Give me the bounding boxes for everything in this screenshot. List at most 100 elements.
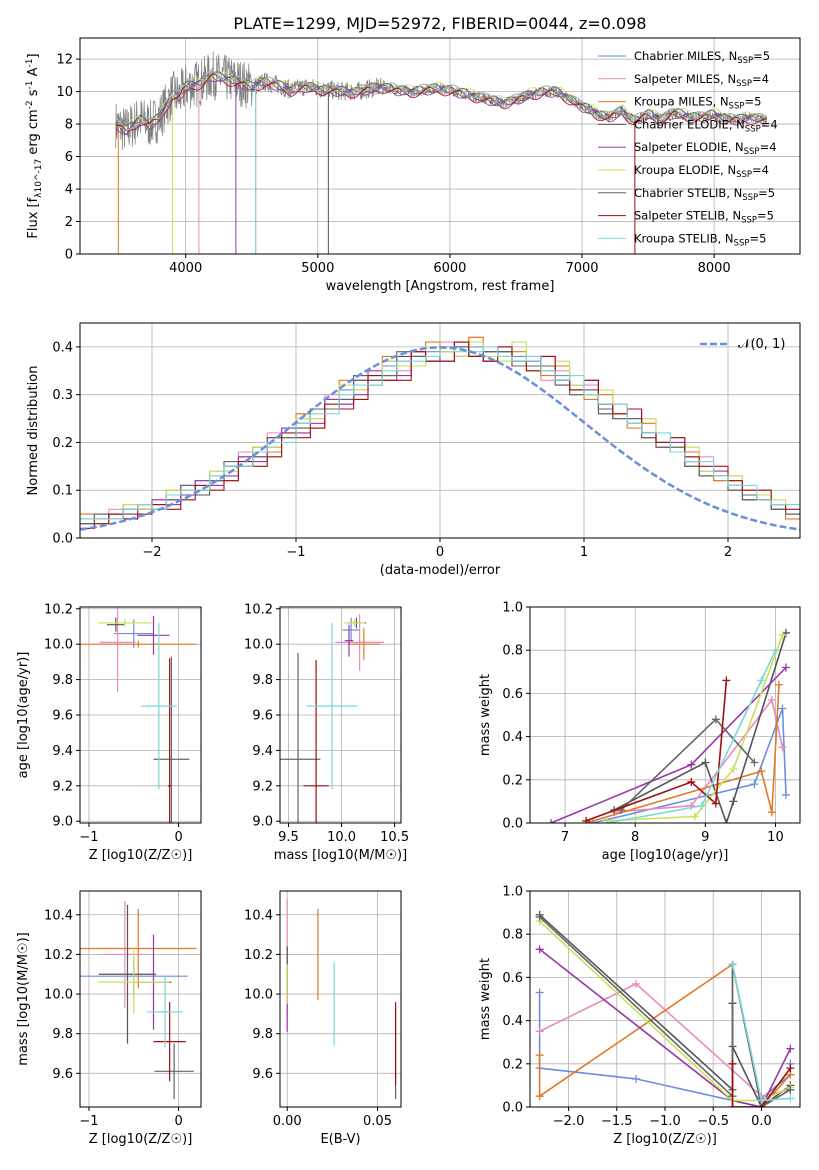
mass-weight-marker [547, 819, 556, 823]
y-tick-label: 9.0 [52, 815, 73, 830]
y-tick-label: 0.2 [52, 436, 73, 451]
label-segment: wavelength [Angstrom, rest frame] [326, 279, 555, 294]
label-segment: -1 [25, 58, 35, 67]
x-tick-label: −1 [286, 545, 305, 560]
x-tick-label: −1 [79, 830, 98, 845]
x-tick-label: 9.5 [278, 830, 299, 845]
y-tick-label: 2 [65, 215, 73, 230]
mass-weight-marker [728, 1059, 737, 1068]
y-tick-label: 10 [56, 85, 73, 100]
label-segment: mass [log10(M/M☉)] [274, 848, 407, 863]
massweight-vs-Z-plot [535, 910, 795, 1107]
legend-entry-count: =4 [761, 117, 778, 131]
y-tick-label: 1.0 [502, 885, 523, 900]
mass-weight-marker [722, 819, 731, 823]
mass-weight-marker [757, 676, 766, 685]
mass-vs-ebv-xlabel: E(B-V) [320, 1132, 360, 1147]
legend-entry-label: Salpeter STELIB, N [634, 209, 741, 223]
mass-weight-marker [722, 676, 731, 685]
legend-entry-label: Chabrier MILES, N [634, 49, 737, 63]
legend-entry-subscript: SSP [742, 193, 758, 203]
model-spectrum-line [115, 69, 767, 131]
y-tick-label: 10.4 [244, 908, 273, 923]
mass-weight-marker [711, 799, 720, 808]
label-segment: erg cm [26, 109, 41, 158]
mass-weight-marker [687, 760, 696, 769]
mass-vs-Z-ylabel: mass [log10(M/M☉)] [16, 932, 31, 1065]
y-tick-label: 0.8 [502, 928, 523, 943]
legend-entry-subscript: SSP [734, 238, 750, 248]
x-tick-label: 0.0 [751, 1114, 772, 1129]
mass-weight-marker [687, 777, 696, 786]
massweight-vs-age-ylabel: mass weight [478, 674, 493, 756]
y-tick-label: 0.6 [502, 687, 523, 702]
mass-weight-marker [711, 715, 720, 724]
mass-weight-marker [771, 646, 780, 655]
legend-entry-subscript: SSP [729, 102, 745, 112]
legend-entry-subscript: SSP [737, 56, 753, 66]
age-vs-Z-axes: −1 0 9.0 9.2 9.4 9.6 9.8 10.0 10.2 Z [log10(Z/Z☉)… [16, 602, 202, 863]
mass-weight-marker [778, 743, 787, 752]
y-tick-label: 10.2 [44, 602, 73, 617]
mass-weight-marker [535, 1027, 544, 1036]
legend-entry-count: =4 [752, 163, 769, 177]
mass-weight-marker [535, 988, 544, 997]
legend-entry-subscript: SSP [736, 170, 752, 180]
residuals-axes: −2 −1 0 1 2 0.0 0.1 0.2 0.3 0.4 (data-model)/error… [26, 322, 801, 578]
x-tick-label: 5000 [301, 261, 334, 276]
y-tick-label: 9.6 [252, 709, 273, 724]
legend-entry: Kroupa ELODIE, NSSP=4 [634, 163, 769, 180]
mass-weight-marker [535, 912, 544, 921]
age-vs-mass-axes: 9.5 10.0 10.5 9.0 9.2 9.4 9.6 9.8 10.0 10.2 mass [… [244, 602, 409, 863]
mass-weight-marker [767, 695, 776, 704]
mass-vs-Z-plot [80, 900, 197, 1100]
mass-weight-marker [786, 1044, 795, 1053]
y-tick-label: 6 [65, 150, 73, 165]
legend-entry-count: =5 [744, 95, 761, 109]
figure-title: PLATE=1299, MJD=52972, FIBERID=0044, z=0… [233, 14, 646, 33]
massweight-vs-Z-axes: −2.0 −1.5 −1.0 −0.5 0.0 0.0 0.2 0.4 0.6 0.8 1.0 Z [… [478, 885, 801, 1147]
mass-weight-marker [757, 1096, 766, 1105]
model-spectrum-line [115, 71, 767, 127]
legend-entry-subscript: SSP [741, 216, 757, 226]
legend-entry-count: =5 [757, 209, 774, 223]
legend-entry-subscript: SSP [744, 147, 760, 157]
legend-entry-label: Kroupa MILES, N [634, 95, 729, 109]
model-spectrum-line [115, 75, 767, 136]
mass-weight-line [585, 684, 780, 823]
mass-weight-marker [781, 663, 790, 672]
y-tick-label: 10.2 [244, 948, 273, 963]
y-tick-label: 9.6 [52, 709, 73, 724]
x-tick-label: −1.5 [601, 1114, 633, 1129]
age-vs-Z-xlabel: Z [log10(Z/Z☉)] [89, 848, 193, 863]
x-tick-label: −0.5 [697, 1114, 729, 1129]
legend-entry: Chabrier STELIB, NSSP=5 [634, 186, 775, 203]
y-tick-label: 12 [56, 53, 73, 68]
mass-vs-ebv-plot [286, 898, 397, 1100]
y-tick-label: 9.8 [252, 1027, 273, 1042]
spectrum-ylabel: Flux [fλ10^-17 erg cm-2 s-1 A-1] [25, 53, 44, 238]
mass-weight-marker [786, 1064, 795, 1073]
mass-weight-line [613, 632, 787, 823]
x-tick-label: 1 [580, 545, 588, 560]
legend-entry-label: Chabrier ELODIE, N [634, 117, 745, 131]
label-segment: A [26, 67, 41, 80]
spectrum-plot [115, 51, 768, 254]
x-tick-label: −2.0 [553, 1114, 585, 1129]
mass-weight-line [585, 680, 728, 822]
age-vs-Z-ylabel: age [log10(age/yr)] [16, 652, 31, 779]
residuals-xlabel: (data-model)/error [380, 563, 501, 578]
x-tick-label: 0.00 [273, 1114, 302, 1129]
x-tick-label: −1 [79, 1114, 98, 1129]
legend-entry: Kroupa MILES, NSSP=5 [634, 95, 761, 112]
massweight-vs-age-frame [529, 606, 801, 824]
age-vs-Z-plot [80, 607, 197, 823]
y-tick-label: 9.8 [52, 673, 73, 688]
legend-entry-subscript: SSP [745, 124, 761, 134]
label-segment: age [log10(age/yr)] [602, 848, 729, 863]
y-tick-label: 10.0 [44, 638, 73, 653]
mass-vs-ebv-axes: 0.00 0.05 9.6 9.8 10.0 10.2 10.4 E(B-V) [244, 890, 402, 1147]
legend-entry: Salpeter STELIB, NSSP=5 [634, 209, 774, 226]
mass-weight-marker [786, 1094, 795, 1103]
